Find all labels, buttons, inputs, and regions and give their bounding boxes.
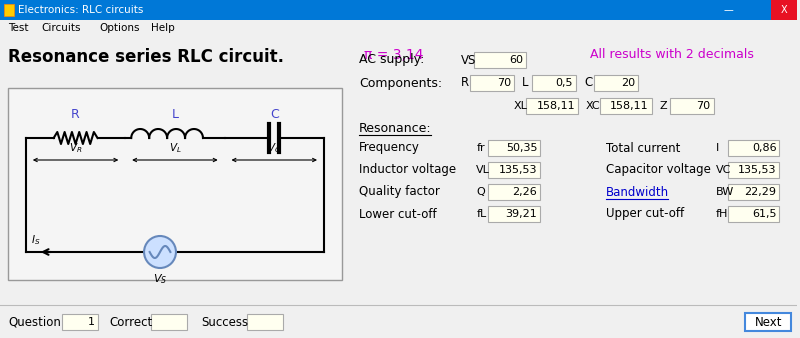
Text: Resonance series RLC circuit.: Resonance series RLC circuit. — [8, 48, 284, 66]
Text: 70: 70 — [697, 101, 710, 111]
Text: Z: Z — [660, 101, 667, 111]
Text: $V_R$: $V_R$ — [69, 141, 82, 155]
Text: L: L — [171, 107, 178, 121]
FancyBboxPatch shape — [4, 4, 14, 16]
Text: 61,5: 61,5 — [752, 209, 776, 219]
Text: Electronics: RLC circuits: Electronics: RLC circuits — [18, 5, 143, 15]
Text: $I_S$: $I_S$ — [31, 233, 40, 247]
Text: Success: Success — [202, 315, 249, 329]
Text: VS: VS — [461, 53, 476, 67]
FancyBboxPatch shape — [470, 75, 514, 91]
Text: 0,5: 0,5 — [555, 78, 573, 88]
Text: $V_S$: $V_S$ — [153, 272, 167, 286]
Text: L: L — [522, 76, 529, 90]
Text: C: C — [584, 76, 592, 90]
Text: Bandwidth: Bandwidth — [606, 186, 669, 198]
FancyBboxPatch shape — [247, 314, 283, 330]
Text: 2,26: 2,26 — [513, 187, 537, 197]
Text: 20: 20 — [621, 78, 635, 88]
FancyBboxPatch shape — [771, 0, 798, 20]
FancyBboxPatch shape — [727, 162, 779, 178]
Text: $V_L$: $V_L$ — [169, 141, 182, 155]
Text: 1: 1 — [88, 317, 94, 327]
FancyBboxPatch shape — [488, 162, 540, 178]
Text: Lower cut-off: Lower cut-off — [358, 208, 437, 220]
Text: Test: Test — [8, 23, 29, 33]
Circle shape — [144, 236, 176, 268]
Text: fH: fH — [715, 209, 728, 219]
Text: Question: Question — [8, 315, 61, 329]
Text: 39,21: 39,21 — [506, 209, 537, 219]
Text: I: I — [715, 143, 719, 153]
Text: Frequency: Frequency — [358, 142, 420, 154]
FancyBboxPatch shape — [474, 52, 526, 68]
Text: Q: Q — [477, 187, 485, 197]
FancyBboxPatch shape — [727, 140, 779, 156]
Text: All results with 2 decimals: All results with 2 decimals — [590, 48, 754, 61]
Text: Upper cut-off: Upper cut-off — [606, 208, 684, 220]
FancyBboxPatch shape — [727, 184, 779, 200]
Text: Components:: Components: — [358, 76, 442, 90]
FancyBboxPatch shape — [8, 88, 342, 280]
Text: 158,11: 158,11 — [537, 101, 575, 111]
Text: $V_C$: $V_C$ — [267, 141, 282, 155]
Text: Resonance:: Resonance: — [358, 121, 431, 135]
Text: Inductor voltage: Inductor voltage — [358, 164, 456, 176]
FancyBboxPatch shape — [526, 98, 578, 114]
Text: Quality factor: Quality factor — [358, 186, 440, 198]
Text: 70: 70 — [497, 78, 511, 88]
Text: X: X — [781, 5, 788, 15]
Text: 135,53: 135,53 — [498, 165, 537, 175]
Text: XL: XL — [514, 101, 527, 111]
Text: Correct: Correct — [110, 315, 153, 329]
FancyBboxPatch shape — [670, 98, 714, 114]
FancyBboxPatch shape — [715, 0, 742, 20]
Text: 50,35: 50,35 — [506, 143, 537, 153]
FancyBboxPatch shape — [727, 206, 779, 222]
Text: fL: fL — [477, 209, 486, 219]
Text: Capacitor voltage: Capacitor voltage — [606, 164, 711, 176]
Text: Next: Next — [754, 315, 782, 329]
Text: fr: fr — [477, 143, 485, 153]
Text: Circuits: Circuits — [42, 23, 82, 33]
FancyBboxPatch shape — [488, 140, 540, 156]
Text: R: R — [461, 76, 469, 90]
Text: XC: XC — [586, 101, 601, 111]
FancyBboxPatch shape — [151, 314, 187, 330]
FancyBboxPatch shape — [532, 75, 576, 91]
Text: C: C — [270, 107, 278, 121]
Text: VL: VL — [477, 165, 490, 175]
FancyBboxPatch shape — [600, 98, 652, 114]
Text: 158,11: 158,11 — [610, 101, 649, 111]
FancyBboxPatch shape — [488, 184, 540, 200]
Text: 0,86: 0,86 — [752, 143, 776, 153]
Text: AC supply:: AC supply: — [358, 53, 424, 67]
FancyBboxPatch shape — [746, 313, 791, 331]
FancyBboxPatch shape — [488, 206, 540, 222]
FancyBboxPatch shape — [594, 75, 638, 91]
Text: Total current: Total current — [606, 142, 680, 154]
Text: VC: VC — [715, 165, 731, 175]
FancyBboxPatch shape — [0, 20, 798, 36]
Text: BW: BW — [715, 187, 734, 197]
Text: Help: Help — [151, 23, 175, 33]
FancyBboxPatch shape — [62, 314, 98, 330]
Text: π = 3,14: π = 3,14 — [364, 48, 423, 62]
Text: 60: 60 — [510, 55, 523, 65]
Text: 22,29: 22,29 — [744, 187, 776, 197]
Text: R: R — [71, 107, 80, 121]
Text: 135,53: 135,53 — [738, 165, 776, 175]
FancyBboxPatch shape — [0, 0, 798, 20]
Text: —: — — [724, 5, 734, 15]
Text: Options: Options — [100, 23, 140, 33]
FancyBboxPatch shape — [743, 0, 770, 20]
